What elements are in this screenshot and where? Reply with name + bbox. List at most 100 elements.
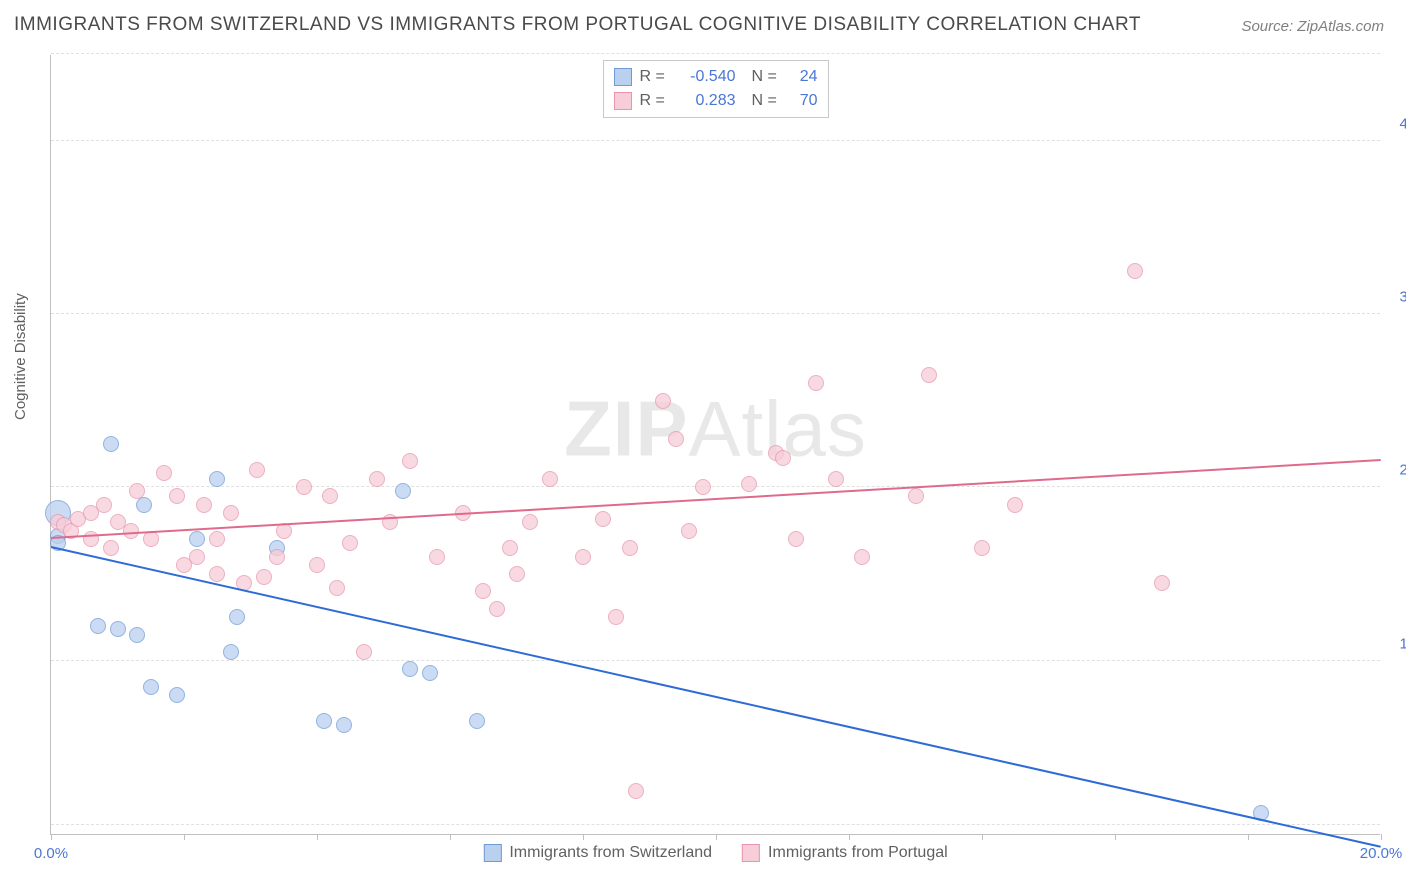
data-point	[422, 665, 438, 681]
data-point	[489, 601, 505, 617]
x-tick-mark	[51, 834, 52, 840]
legend-stat-row: R =-0.540N =24	[614, 65, 818, 89]
data-point	[655, 393, 671, 409]
data-point	[828, 471, 844, 487]
legend-stat-row: R = 0.283 N = 70	[614, 89, 818, 113]
r-value: -0.540	[676, 65, 736, 89]
legend-swatch	[483, 844, 501, 862]
gridline	[51, 53, 1380, 54]
x-tick-mark	[317, 834, 318, 840]
data-point	[741, 476, 757, 492]
data-point	[322, 488, 338, 504]
data-point	[336, 717, 352, 733]
data-point	[356, 644, 372, 660]
data-point	[189, 531, 205, 547]
y-tick-label: 20.0%	[1399, 462, 1406, 479]
source-credit: Source: ZipAtlas.com	[1241, 18, 1384, 35]
data-point	[369, 471, 385, 487]
data-point	[329, 580, 345, 596]
data-point	[169, 687, 185, 703]
data-point	[209, 471, 225, 487]
data-point	[90, 618, 106, 634]
x-tick-mark	[1248, 834, 1249, 840]
data-point	[475, 583, 491, 599]
data-point	[143, 531, 159, 547]
legend-series-item: Immigrants from Switzerland	[483, 844, 712, 862]
data-point	[1154, 575, 1170, 591]
x-tick-mark	[849, 834, 850, 840]
y-tick-label: 30.0%	[1399, 289, 1406, 306]
data-point	[103, 436, 119, 452]
r-value: 0.283	[676, 89, 736, 113]
data-point	[143, 679, 159, 695]
data-point	[316, 713, 332, 729]
x-tick-label: 20.0%	[1360, 845, 1403, 862]
data-point	[96, 497, 112, 513]
r-label: R =	[640, 89, 668, 113]
data-point	[908, 488, 924, 504]
gridline	[51, 140, 1380, 141]
legend-series-name: Immigrants from Switzerland	[509, 844, 712, 862]
data-point	[169, 488, 185, 504]
data-point	[136, 497, 152, 513]
gridline	[51, 486, 1380, 487]
data-point	[1007, 497, 1023, 513]
data-point	[296, 479, 312, 495]
data-point	[974, 540, 990, 556]
gridline	[51, 660, 1380, 661]
data-point	[522, 514, 538, 530]
x-tick-mark	[450, 834, 451, 840]
data-point	[775, 450, 791, 466]
data-point	[209, 566, 225, 582]
data-point	[622, 540, 638, 556]
n-label: N =	[752, 89, 780, 113]
data-point	[808, 375, 824, 391]
x-tick-label: 0.0%	[34, 845, 68, 862]
data-point	[502, 540, 518, 556]
legend-swatch	[614, 92, 632, 110]
data-point	[854, 549, 870, 565]
data-point	[196, 497, 212, 513]
y-tick-label: 40.0%	[1399, 115, 1406, 132]
data-point	[402, 661, 418, 677]
data-point	[395, 483, 411, 499]
data-point	[429, 549, 445, 565]
data-point	[129, 627, 145, 643]
watermark: ZIPAtlas	[564, 383, 867, 474]
data-point	[110, 621, 126, 637]
x-tick-mark	[982, 834, 983, 840]
chart-title: IMMIGRANTS FROM SWITZERLAND VS IMMIGRANT…	[14, 14, 1141, 36]
gridline	[51, 824, 1380, 825]
data-point	[269, 549, 285, 565]
x-tick-mark	[1115, 834, 1116, 840]
n-value: 24	[788, 65, 818, 89]
gridline	[51, 313, 1380, 314]
plot-area: ZIPAtlas 10.0%20.0%30.0%40.0% 0.0%20.0% …	[50, 55, 1380, 835]
data-point	[788, 531, 804, 547]
data-point	[229, 609, 245, 625]
data-point	[103, 540, 119, 556]
data-point	[256, 569, 272, 585]
data-point	[309, 557, 325, 573]
y-axis-label: Cognitive Disability	[12, 293, 29, 420]
data-point	[469, 713, 485, 729]
data-point	[223, 505, 239, 521]
r-label: R =	[640, 65, 668, 89]
legend-series-item: Immigrants from Portugal	[742, 844, 948, 862]
data-point	[129, 483, 145, 499]
data-point	[628, 783, 644, 799]
data-point	[249, 462, 265, 478]
data-point	[595, 511, 611, 527]
n-value: 70	[788, 89, 818, 113]
x-tick-mark	[184, 834, 185, 840]
data-point	[668, 431, 684, 447]
data-point	[189, 549, 205, 565]
x-tick-mark	[583, 834, 584, 840]
x-tick-mark	[716, 834, 717, 840]
data-point	[542, 471, 558, 487]
data-point	[402, 453, 418, 469]
x-tick-mark	[1381, 834, 1382, 840]
data-point	[608, 609, 624, 625]
data-point	[575, 549, 591, 565]
data-point	[223, 644, 239, 660]
